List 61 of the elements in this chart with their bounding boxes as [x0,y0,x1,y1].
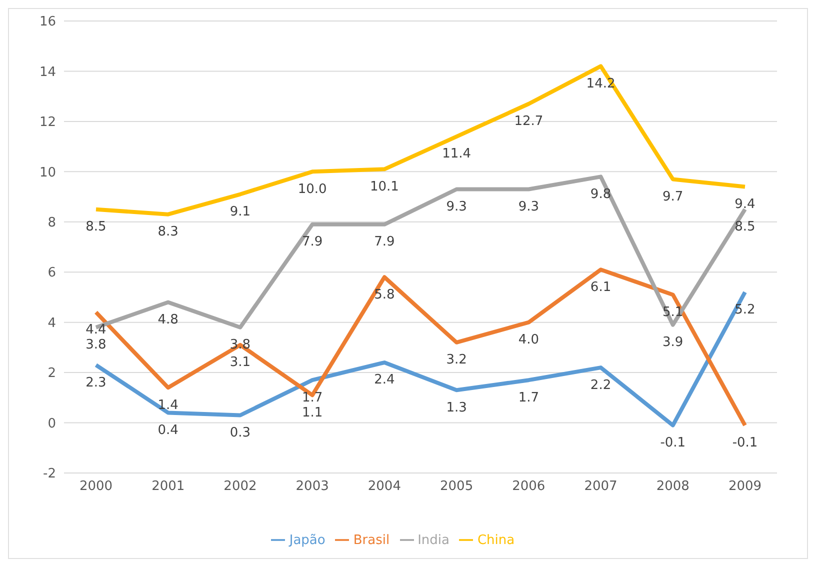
y-tick-label: 12 [39,115,56,130]
data-label: 3.8 [86,338,106,353]
data-label: 11.4 [442,146,472,162]
data-label: 9.8 [590,186,612,202]
x-tick-label: 2005 [440,479,474,494]
data-label: 8.5 [86,220,106,235]
data-label: -0.1 [660,436,686,451]
data-label: 4.8 [158,312,178,328]
x-tick-label: 2006 [512,479,546,494]
x-tick-label: 2009 [728,479,762,494]
data-label: 10.0 [298,182,327,197]
data-label: 12.7 [514,114,544,130]
data-label: 5.8 [374,287,395,302]
legend-label: China [477,533,515,548]
data-label: 1.3 [446,400,467,416]
data-label: 5.1 [662,304,684,320]
data-label: 1.7 [302,390,323,406]
x-tick-label: 2002 [224,479,257,494]
data-label: 9.3 [446,199,467,214]
data-label: 3.9 [662,335,684,350]
data-label: 0.3 [230,425,251,440]
y-tick-label: -2 [43,466,56,482]
data-label: 1.4 [158,398,178,413]
data-label: 10.1 [370,179,399,194]
y-tick-label: 10 [39,165,56,180]
x-tick-label: 2007 [584,479,618,494]
data-label: 2.2 [590,378,612,393]
data-label: 4.4 [86,322,106,338]
y-tick-label: 4 [48,316,56,331]
x-tick-label: 2000 [79,479,113,494]
data-label: 9.3 [518,199,540,214]
y-tick-label: 6 [48,266,56,281]
x-tick-label: 2008 [656,479,690,494]
y-tick-label: 14 [39,64,56,80]
legend-label: India [418,533,450,548]
data-label: 1.7 [518,390,540,406]
data-label: 2.4 [374,372,395,388]
data-label: 3.1 [230,355,251,370]
y-tick-label: 8 [48,216,56,231]
data-label: 8.5 [734,220,756,235]
data-label: 7.9 [374,234,395,250]
data-label: -0.1 [732,436,758,451]
legend-label: Brasil [353,533,390,548]
data-label: 9.4 [734,196,756,212]
legend-label: Japão [289,533,326,548]
x-tick-label: 2003 [296,479,329,494]
data-label: 9.1 [230,204,251,220]
data-label: 0.4 [158,422,178,438]
x-tick-label: 2001 [152,479,185,494]
data-label: 9.7 [662,189,684,204]
y-tick-label: 2 [48,366,56,382]
data-label: 3.2 [446,352,467,368]
y-tick-label: 16 [39,14,56,30]
x-tick-label: 2004 [368,479,401,494]
data-label: 1.1 [302,405,323,420]
y-tick-label: 0 [48,416,56,432]
data-label: 7.9 [302,234,323,250]
data-label: 4.0 [518,332,540,348]
data-label: 6.1 [590,280,612,295]
data-label: 8.3 [158,224,178,240]
data-label: 2.3 [86,375,106,390]
